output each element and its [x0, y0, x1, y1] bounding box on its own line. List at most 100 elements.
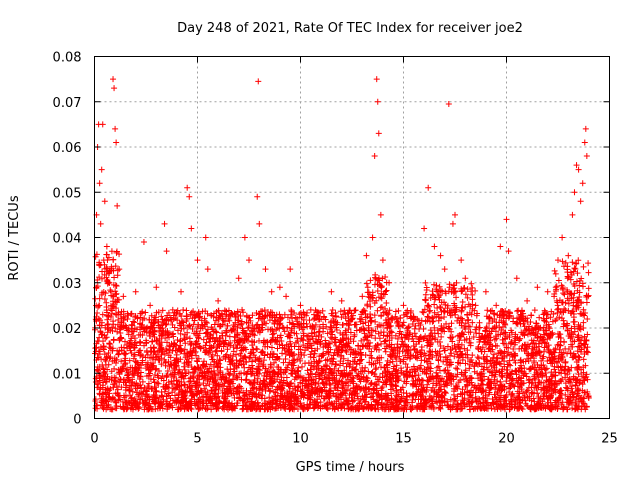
- band-point: [283, 374, 290, 381]
- band-point: [584, 316, 591, 323]
- band-point: [113, 282, 120, 289]
- band-point: [100, 343, 107, 350]
- band-point: [206, 365, 213, 372]
- band-point: [371, 312, 378, 319]
- band-point: [524, 387, 531, 394]
- band-point: [416, 381, 423, 388]
- band-point: [575, 371, 582, 378]
- band-point: [281, 311, 288, 318]
- band-point: [338, 391, 345, 398]
- band-point: [372, 366, 379, 373]
- band-point: [579, 283, 586, 290]
- band-point: [555, 277, 562, 284]
- band-point: [126, 392, 133, 399]
- band-point: [125, 331, 132, 338]
- band-point: [277, 332, 284, 339]
- band-point: [526, 376, 533, 383]
- band-point: [385, 310, 392, 317]
- band-point: [319, 379, 326, 386]
- band-point: [562, 345, 569, 352]
- band-point: [279, 324, 286, 331]
- band-point: [136, 365, 143, 372]
- band-point: [503, 378, 510, 385]
- band-point: [355, 373, 362, 380]
- band-point: [351, 331, 358, 338]
- band-point: [374, 307, 381, 314]
- band-point: [136, 339, 143, 346]
- band-point: [448, 320, 455, 327]
- band-point: [508, 391, 515, 398]
- band-point: [425, 302, 432, 309]
- band-point: [472, 287, 479, 294]
- band-point: [131, 351, 138, 358]
- band-point: [584, 349, 591, 356]
- band-point: [256, 324, 263, 331]
- band-point: [433, 352, 440, 359]
- band-point: [368, 370, 375, 377]
- band-point: [158, 388, 165, 395]
- band-point: [396, 353, 403, 360]
- band-point: [448, 334, 455, 341]
- band-point: [177, 330, 184, 337]
- band-point: [351, 307, 358, 314]
- band-point: [329, 307, 336, 314]
- band-point: [564, 366, 571, 373]
- band-point: [189, 325, 196, 332]
- band-point: [316, 323, 323, 330]
- band-point: [392, 308, 399, 315]
- band-point: [512, 359, 519, 366]
- band-point: [494, 342, 501, 349]
- band-point: [404, 313, 411, 320]
- band-point: [420, 309, 427, 316]
- band-point: [239, 406, 246, 413]
- band-point: [112, 288, 119, 295]
- band-point: [464, 294, 471, 301]
- band-point: [373, 346, 380, 353]
- band-point: [469, 284, 476, 291]
- band-point: [324, 348, 331, 355]
- band-point: [111, 274, 118, 281]
- band-point: [341, 307, 348, 314]
- band-point: [237, 312, 244, 319]
- band-point: [546, 325, 553, 332]
- band-point: [159, 307, 166, 314]
- band-point: [240, 389, 247, 396]
- band-point: [467, 392, 474, 399]
- band-point: [454, 393, 461, 400]
- band-point: [574, 366, 581, 373]
- band-point: [332, 309, 339, 316]
- band-point: [431, 301, 438, 308]
- band-point: [105, 278, 112, 285]
- band-point: [153, 365, 160, 372]
- band-point: [213, 334, 220, 341]
- band-point: [238, 361, 245, 368]
- band-point: [424, 377, 431, 384]
- band-point: [453, 365, 460, 372]
- band-point: [244, 325, 251, 332]
- band-point: [185, 369, 192, 376]
- band-point: [569, 338, 576, 345]
- band-point: [566, 367, 573, 374]
- band-point: [256, 337, 263, 344]
- band-point: [564, 275, 571, 282]
- band-point: [569, 343, 576, 350]
- band-point: [381, 291, 388, 298]
- band-point: [282, 356, 289, 363]
- band-point: [174, 337, 181, 344]
- band-point: [449, 338, 456, 345]
- band-point: [511, 357, 518, 364]
- band-point: [269, 400, 276, 407]
- band-point: [139, 378, 146, 385]
- band-point: [291, 356, 298, 363]
- band-point: [481, 373, 488, 380]
- band-point: [484, 333, 491, 340]
- band-point: [372, 271, 379, 278]
- band-point: [498, 349, 505, 356]
- band-point: [226, 333, 233, 340]
- band-point: [363, 391, 370, 398]
- band-point: [310, 354, 317, 361]
- band-point: [524, 402, 531, 409]
- band-point: [372, 328, 379, 335]
- band-point: [455, 341, 462, 348]
- band-point: [405, 324, 412, 331]
